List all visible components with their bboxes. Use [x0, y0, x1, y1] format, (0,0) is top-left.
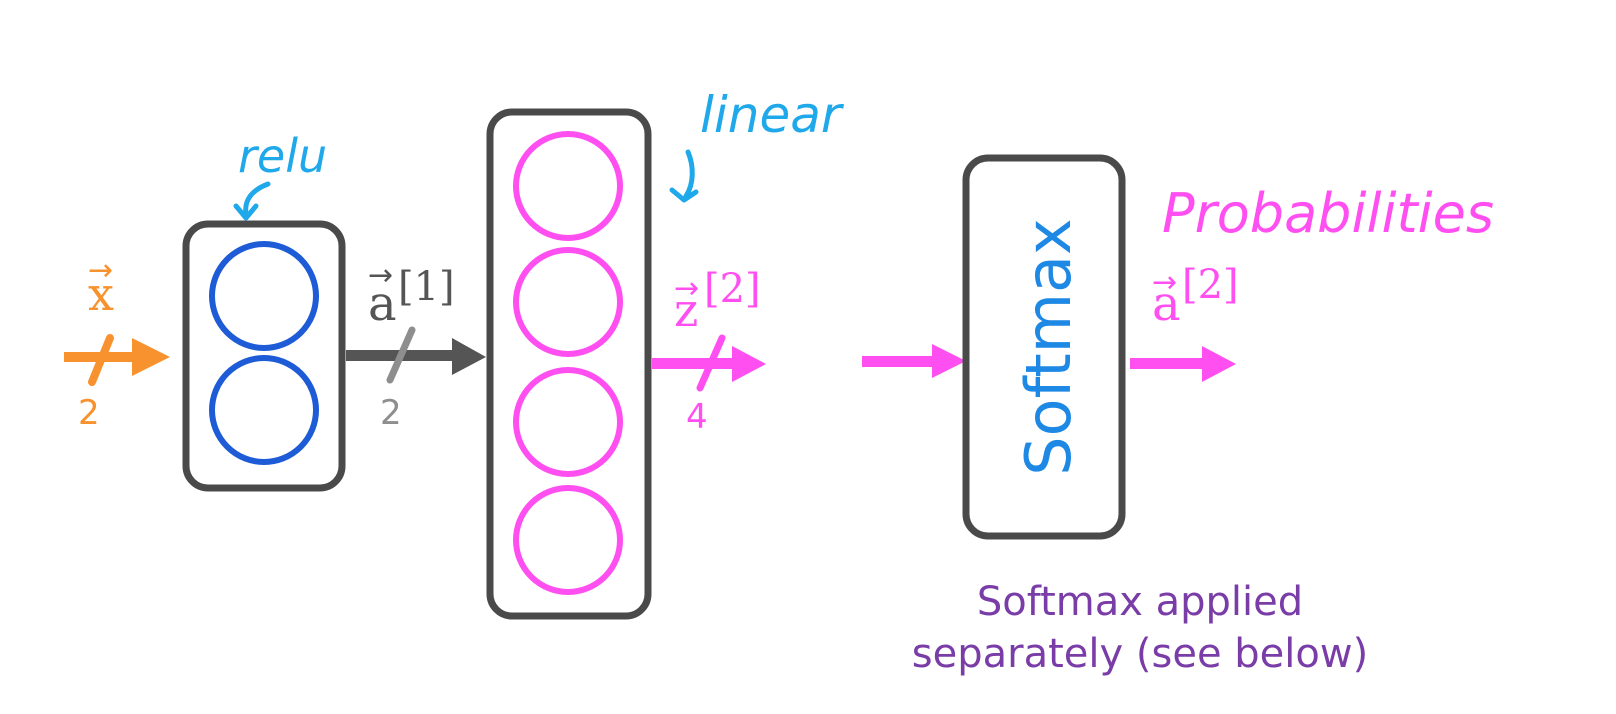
relu-arrowhead-icon	[233, 203, 259, 221]
output-neuron	[513, 131, 623, 241]
hidden-neuron	[209, 241, 319, 351]
hidden-neuron	[209, 355, 319, 465]
a2-output-arrow	[1130, 346, 1236, 382]
input-arrow	[64, 338, 170, 376]
softmax-input-arrow	[862, 344, 966, 378]
softmax-note-line-1: Softmax applied	[976, 579, 1304, 625]
z2-symbol: z	[674, 283, 698, 337]
linear-annotation: linear	[700, 86, 845, 144]
z2-dimension-slash	[696, 334, 726, 392]
output-neuron	[513, 367, 623, 477]
z2-superscript: [2]	[704, 266, 761, 312]
input-vector-arrow: →	[88, 253, 113, 288]
relu-curved-arrow-icon	[243, 181, 271, 217]
output-neuron	[513, 485, 623, 595]
output-neuron	[513, 247, 623, 357]
softmax-note: Softmax applied separately (see below)	[880, 576, 1400, 680]
z2-vector-arrow: →	[674, 271, 699, 306]
a1-arrow	[346, 338, 486, 375]
softmax-note-line-2: separately (see below)	[911, 631, 1369, 677]
input-symbol-x: x	[88, 267, 114, 321]
a1-dimension-slash	[386, 326, 416, 384]
z2-size-label: 4	[686, 397, 708, 437]
a1-symbol: a	[368, 276, 397, 332]
output-layer-box	[486, 108, 652, 620]
linear-curved-arrow-icon	[683, 149, 695, 199]
a1-size-label: 2	[380, 393, 402, 433]
a1-vector-arrow: →	[368, 258, 393, 293]
probabilities-title: Probabilities	[1162, 182, 1494, 245]
z2-arrow	[652, 346, 766, 382]
softmax-box	[962, 154, 1126, 540]
a2-vector-arrow: →	[1152, 265, 1177, 300]
relu-annotation: relu	[238, 129, 327, 183]
linear-arrowhead-icon	[669, 187, 699, 203]
softmax-label: Softmax	[1012, 218, 1085, 475]
a1-superscript: [1]	[398, 264, 455, 310]
input-size-label: 2	[78, 393, 100, 433]
input-dimension-slash	[88, 334, 114, 386]
a2-superscript: [2]	[1182, 262, 1239, 308]
hidden-layer-box	[182, 220, 346, 492]
a2-symbol: a	[1152, 276, 1181, 332]
